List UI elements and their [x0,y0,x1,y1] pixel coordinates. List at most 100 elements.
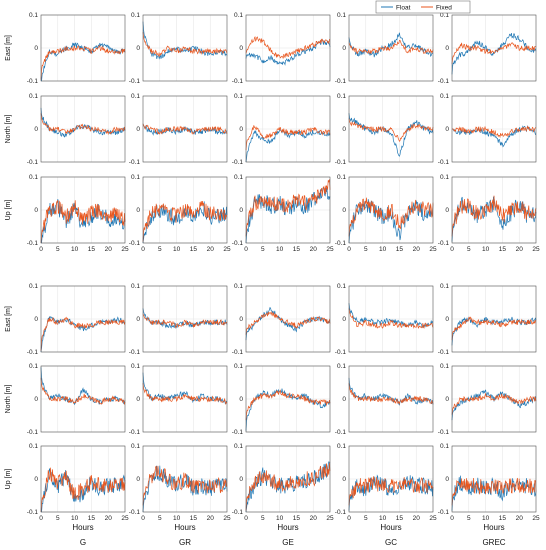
ytick-g1-r3-c4-0: -0.1 [335,240,347,247]
ytick-g2-r2-c3-0: -0.1 [232,429,244,436]
xtick-g1-r3-c3-4: 20 [310,246,318,253]
series-fixed-g2-r2-c1 [40,377,126,405]
xtick-g2-r3-c5-5: 25 [532,515,540,522]
series-fixed-g2-r1-c3 [245,310,331,335]
xtick-g2-r3-c2-0: 0 [141,515,145,522]
ytick-g1-r3-c5-1: 0 [445,207,449,214]
xtick-g1-r3-c1-4: 20 [105,246,113,253]
panel-frame-g1-r3-c1 [40,176,126,244]
series-fixed-g2-r3-c2 [142,465,228,506]
series-fixed-g1-r2-c4 [348,118,434,142]
xtick-g1-r3-c4-3: 15 [396,246,404,253]
ytick-g2-r3-c5-2: 0.1 [440,443,449,450]
xtick-g1-r3-c4-0: 0 [347,246,351,253]
xtick-g2-r3-c5-0: 0 [450,515,454,522]
legend-label-fixed: Fixed [436,5,452,12]
panel-frame-g1-r2-c1 [40,95,126,163]
ytick-g1-r3-c2-2: 0.1 [131,174,140,181]
ytick-g1-r2-c3-0: -0.1 [232,159,244,166]
ytick-g1-r2-c1-2: 0.1 [29,93,38,100]
series-fixed-g2-r3-c4 [348,476,434,506]
xtick-g2-r3-c3-1: 5 [261,515,265,522]
ytick-g1-r1-c5-1: 0 [445,45,449,52]
series-fixed-g1-r3-c4 [348,197,434,237]
xtick-g1-r3-c3-0: 0 [244,246,248,253]
series-fixed-g1-r2-c1 [40,113,126,136]
panel-frame-g1-r1-c3 [245,14,331,82]
ytick-g1-r1-c3-2: 0.1 [234,12,243,19]
series-fixed-g1-r1-c5 [451,42,537,64]
ytick-g2-r3-c3-0: -0.1 [232,509,244,516]
series-float-g1-r2-c4 [348,113,434,157]
xtick-g1-r3-c3-1: 5 [261,246,265,253]
ytick-g2-r3-c1-1: 0 [34,476,38,483]
ytick-g1-r1-c5-0: -0.1 [438,78,450,85]
series-fixed-g2-r3-c1 [40,467,126,513]
xtick-g2-r3-c3-3: 15 [293,515,301,522]
series-float-g1-r3-c4 [348,199,434,244]
ytick-g1-r1-c4-1: 0 [342,45,346,52]
series-fixed-g1-r3-c3 [245,179,331,237]
ytick-g1-r1-c2-1: 0 [136,45,140,52]
series-fixed-g1-r1-c1 [40,44,126,80]
series-float-g2-r3-c3 [245,461,331,513]
ytick-g2-r3-c4-1: 0 [342,476,346,483]
xtick-g1-r3-c1-1: 5 [56,246,60,253]
panel-frame-g2-r3-c5 [451,445,537,513]
panel-frame-g1-r2-c4 [348,95,434,163]
ytick-g1-r2-c5-1: 0 [445,126,449,133]
ytick-g2-r2-c1-0: -0.1 [27,429,39,436]
panel-frame-g1-r2-c3 [245,95,331,163]
ytick-g2-r3-c1-0: -0.1 [27,509,39,516]
ytick-g2-r3-c5-0: -0.1 [438,509,450,516]
series-float-g1-r1-c3 [245,38,331,66]
ytick-g1-r1-c1-1: 0 [34,45,38,52]
ylabel-g1-r3: Up [m] [5,200,12,221]
xlabel-c4: Hours [380,523,401,532]
ytick-g2-r1-c4-2: 0.1 [337,283,346,290]
panel-frame-g1-r2-c2 [142,95,228,163]
series-float-g2-r1-c1 [40,315,126,353]
ytick-g1-r3-c2-1: 0 [136,207,140,214]
ytick-g1-r3-c4-2: 0.1 [337,174,346,181]
ylabel-g2-r1: East [m] [5,306,12,332]
xtick-g2-r3-c1-3: 15 [88,515,96,522]
xtick-g1-r3-c4-5: 25 [429,246,437,253]
series-fixed-g1-r2-c3 [245,125,331,151]
ytick-g2-r3-c2-2: 0.1 [131,443,140,450]
xtick-g1-r3-c1-3: 15 [88,246,96,253]
series-fixed-g1-r1-c2 [142,32,228,58]
ytick-g1-r2-c2-1: 0 [136,126,140,133]
panel-frame-g1-r2-c5 [451,95,537,163]
ytick-g2-r2-c2-2: 0.1 [131,363,140,370]
xtick-g2-r3-c3-5: 25 [326,515,334,522]
xtick-g1-r3-c4-1: 5 [364,246,368,253]
xtick-g2-r3-c5-1: 5 [467,515,471,522]
ytick-g1-r2-c3-2: 0.1 [234,93,243,100]
series-fixed-g2-r2-c4 [348,383,434,406]
xtick-g2-r3-c4-4: 20 [413,515,421,522]
xtick-g2-r3-c4-1: 5 [364,515,368,522]
ytick-g2-r1-c2-1: 0 [136,316,140,323]
ytick-g1-r2-c1-1: 0 [34,126,38,133]
series-fixed-g2-r2-c2 [142,383,228,406]
ytick-g2-r1-c3-0: -0.1 [232,349,244,356]
series-fixed-g1-r1-c3 [245,35,331,59]
panel-frame-g2-r3-c3 [245,445,331,513]
xtick-g2-r3-c5-3: 15 [499,515,507,522]
ytick-g1-r2-c4-1: 0 [342,126,346,133]
xtick-g2-r3-c2-2: 10 [173,515,181,522]
ytick-g2-r2-c5-1: 0 [445,396,449,403]
panel-frame-g2-r2-c5 [451,365,537,433]
ytick-g2-r1-c1-1: 0 [34,316,38,323]
series-fixed-g1-r3-c5 [451,195,537,237]
panel-frame-g2-r2-c1 [40,365,126,433]
panel-frame-g2-r1-c1 [40,285,126,353]
series-fixed-g2-r3-c5 [451,477,537,506]
ytick-g1-r2-c2-2: 0.1 [131,93,140,100]
series-fixed-g2-r1-c5 [451,316,537,341]
xtick-g2-r3-c4-3: 15 [396,515,404,522]
xtick-g1-r3-c3-5: 25 [326,246,334,253]
ytick-g2-r1-c5-2: 0.1 [440,283,449,290]
